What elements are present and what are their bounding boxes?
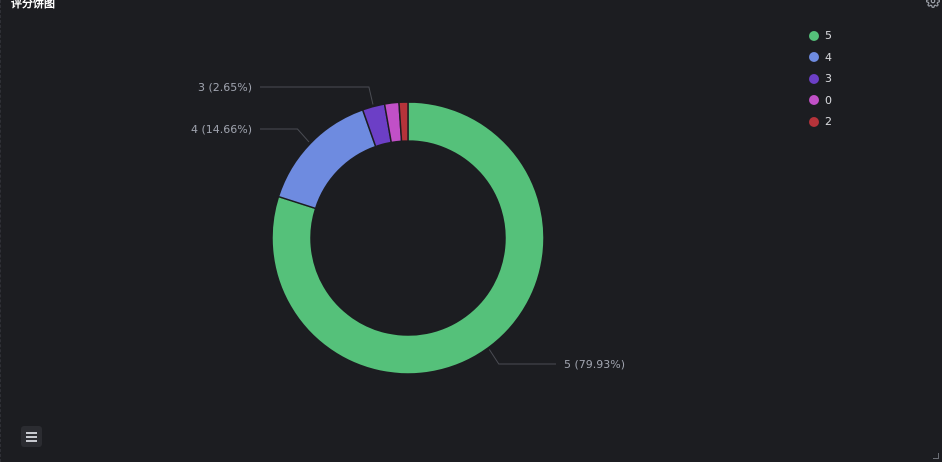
legend-swatch bbox=[809, 30, 819, 41]
data-label-3: 3 (2.65%) bbox=[198, 81, 252, 94]
resize-handle[interactable] bbox=[933, 453, 939, 459]
list-icon[interactable] bbox=[21, 426, 42, 447]
data-label-4: 4 (14.66%) bbox=[191, 123, 252, 136]
panel-title: 评分饼图 bbox=[11, 0, 55, 10]
legend-item-4[interactable]: 4 bbox=[809, 47, 832, 69]
chart-legend: 5 4 3 0 2 bbox=[809, 25, 832, 133]
legend-swatch bbox=[809, 95, 819, 106]
legend-label: 4 bbox=[825, 50, 832, 64]
legend-item-0[interactable]: 0 bbox=[809, 90, 832, 112]
legend-swatch bbox=[809, 116, 819, 127]
callout-line-4 bbox=[260, 128, 310, 143]
data-label-5: 5 (79.93%) bbox=[564, 358, 625, 371]
legend-item-5[interactable]: 5 bbox=[809, 25, 832, 47]
slice-5[interactable] bbox=[271, 101, 545, 375]
legend-item-2[interactable]: 2 bbox=[809, 111, 832, 133]
callout-line-5 bbox=[488, 349, 556, 365]
callout-line-3 bbox=[260, 86, 374, 105]
legend-label: 2 bbox=[825, 115, 832, 129]
legend-item-3[interactable]: 3 bbox=[809, 68, 832, 90]
legend-label: 5 bbox=[825, 29, 832, 43]
gear-icon[interactable] bbox=[924, 0, 942, 12]
legend-label: 3 bbox=[825, 72, 832, 86]
slice-2[interactable] bbox=[398, 101, 409, 143]
slice-4[interactable] bbox=[277, 108, 377, 210]
legend-swatch bbox=[809, 73, 819, 84]
legend-label: 0 bbox=[825, 93, 832, 107]
legend-swatch bbox=[809, 52, 819, 63]
